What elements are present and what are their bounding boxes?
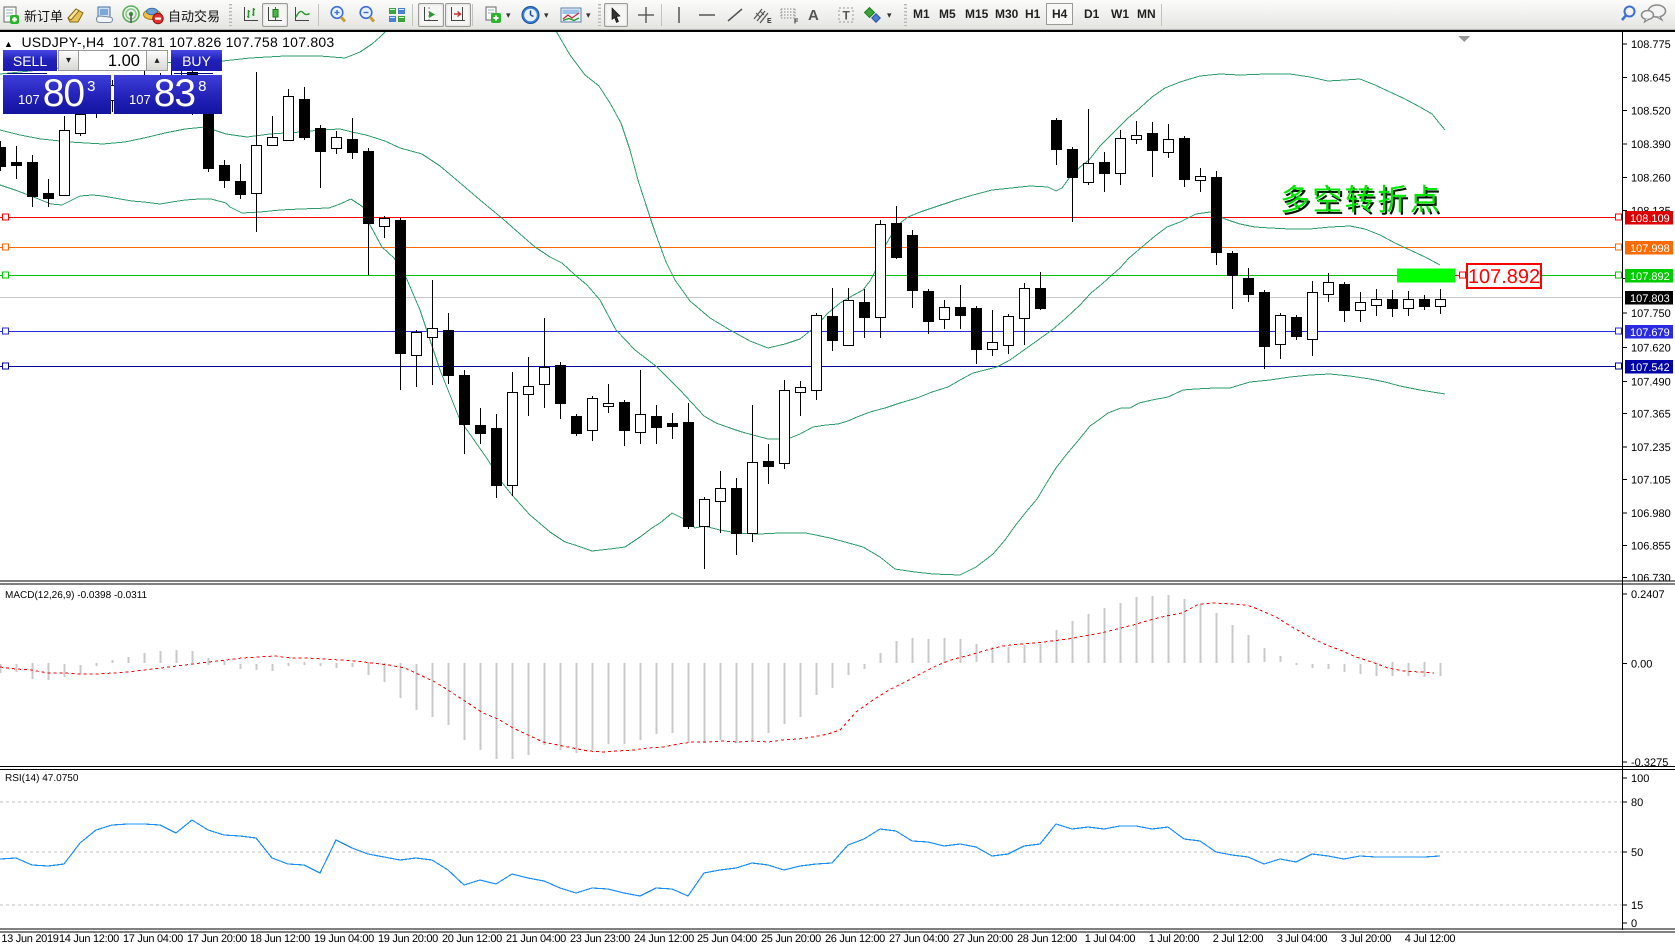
svg-text:25 Jun 20:00: 25 Jun 20:00 [761,933,821,945]
svg-text:108.260: 108.260 [1631,173,1671,185]
svg-text:107.803: 107.803 [1630,293,1670,305]
svg-text:1 Jul 04:00: 1 Jul 04:00 [1085,933,1136,945]
svg-text:80: 80 [1631,797,1643,809]
svg-text:26 Jun 12:00: 26 Jun 12:00 [825,933,885,945]
svg-text:14 Jun 12:00: 14 Jun 12:00 [59,933,119,945]
svg-text:19 Jun 04:00: 19 Jun 04:00 [314,933,374,945]
svg-text:25 Jun 04:00: 25 Jun 04:00 [697,933,757,945]
svg-text:107.892: 107.892 [1630,271,1670,283]
svg-text:13 Jun 2019: 13 Jun 2019 [1,933,58,945]
svg-text:-0.3275: -0.3275 [1631,757,1668,769]
svg-text:17 Jun 04:00: 17 Jun 04:00 [123,933,183,945]
svg-text:0: 0 [1631,918,1637,930]
svg-text:3 Jul 20:00: 3 Jul 20:00 [1341,933,1392,945]
svg-text:4 Jul 12:00: 4 Jul 12:00 [1405,933,1456,945]
svg-text:17 Jun 20:00: 17 Jun 20:00 [187,933,247,945]
svg-text:108.109: 108.109 [1630,213,1670,225]
svg-text:106.730: 106.730 [1631,573,1671,585]
svg-text:20 Jun 12:00: 20 Jun 12:00 [442,933,502,945]
svg-text:24 Jun 12:00: 24 Jun 12:00 [634,933,694,945]
svg-text:106.980: 106.980 [1631,508,1671,520]
svg-text:28 Jun 12:00: 28 Jun 12:00 [1017,933,1077,945]
svg-text:107.998: 107.998 [1630,243,1670,255]
svg-text:108.520: 108.520 [1631,106,1671,118]
svg-text:0.00: 0.00 [1631,659,1652,671]
svg-text:15: 15 [1631,900,1643,912]
svg-text:107.620: 107.620 [1631,343,1671,355]
svg-text:3 Jul 04:00: 3 Jul 04:00 [1277,933,1328,945]
svg-text:18 Jun 12:00: 18 Jun 12:00 [250,933,310,945]
svg-text:107.235: 107.235 [1631,442,1671,454]
svg-text:21 Jun 04:00: 21 Jun 04:00 [506,933,566,945]
svg-text:MACD(12,26,9) -0.0398 -0.0311: MACD(12,26,9) -0.0398 -0.0311 [5,590,148,601]
svg-text:108.390: 108.390 [1631,139,1671,151]
svg-text:106.855: 106.855 [1631,541,1671,553]
svg-text:107.679: 107.679 [1630,327,1670,339]
svg-text:108.775: 108.775 [1631,39,1671,51]
svg-text:108.645: 108.645 [1631,73,1671,85]
svg-text:RSI(14) 47.0750: RSI(14) 47.0750 [5,773,79,784]
svg-text:23 Jun 23:00: 23 Jun 23:00 [570,933,630,945]
svg-text:27 Jun 20:00: 27 Jun 20:00 [953,933,1013,945]
svg-text:E: E [767,18,772,25]
svg-text:107.750: 107.750 [1631,308,1671,320]
svg-text:50: 50 [1631,847,1643,859]
svg-text:多空转折点: 多空转折点 [1280,184,1442,217]
svg-text:1 Jul 20:00: 1 Jul 20:00 [1149,933,1200,945]
svg-text:F: F [794,19,799,26]
svg-text:T: T [843,9,851,23]
svg-text:19 Jun 20:00: 19 Jun 20:00 [378,933,438,945]
svg-text:27 Jun 04:00: 27 Jun 04:00 [889,933,949,945]
svg-text:2 Jul 12:00: 2 Jul 12:00 [1213,933,1264,945]
svg-text:107.542: 107.542 [1630,362,1670,374]
svg-text:107.490: 107.490 [1631,377,1671,389]
svg-text:107.105: 107.105 [1631,474,1671,486]
svg-text:100: 100 [1631,773,1649,785]
svg-text:107.365: 107.365 [1631,409,1671,421]
svg-text:0.2407: 0.2407 [1631,589,1665,601]
svg-text:107.892: 107.892 [1468,266,1540,288]
